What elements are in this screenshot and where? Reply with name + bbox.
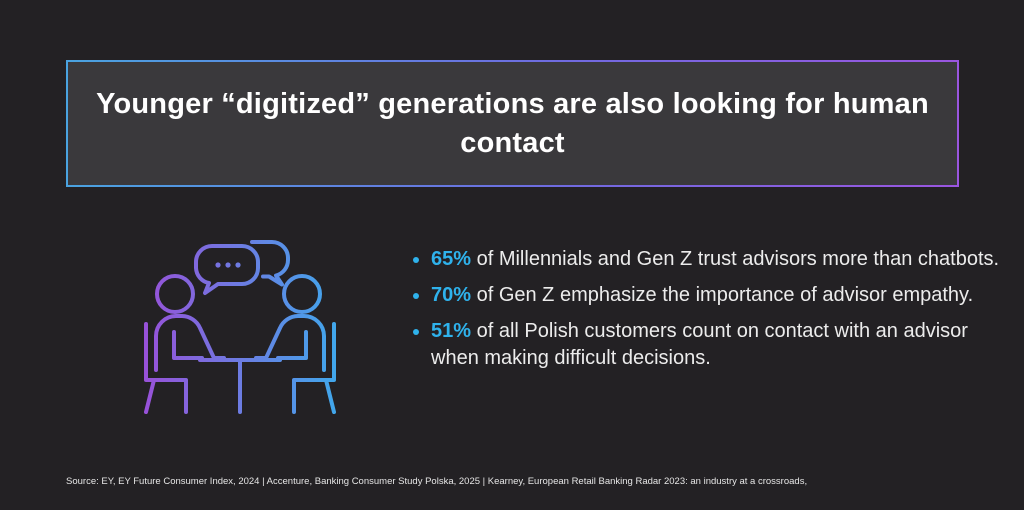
source-citation: Source: EY, EY Future Consumer Index, 20…	[66, 476, 808, 487]
bullet-dot-icon	[413, 293, 419, 299]
list-item: 70% of Gen Z emphasize the importance of…	[412, 282, 1012, 309]
stat-percent: 65%	[431, 248, 472, 270]
two-people-talking-at-table-icon	[140, 232, 340, 417]
bullet-dot-icon	[413, 257, 419, 263]
stat-text: of Millennials and Gen Z trust advisors …	[471, 248, 1000, 270]
title-box: Younger “digitized” generations are also…	[66, 60, 959, 187]
list-item: 51% of all Polish customers count on con…	[412, 318, 1012, 372]
stat-percent: 51%	[431, 320, 472, 342]
list-item: 65% of Millennials and Gen Z trust advis…	[412, 246, 1012, 273]
page-title: Younger “digitized” generations are also…	[96, 87, 929, 159]
stats-list: 65% of Millennials and Gen Z trust advis…	[412, 246, 1012, 381]
bullet-dot-icon	[413, 329, 419, 335]
stat-text: of all Polish customers count on contact…	[431, 320, 968, 369]
stat-percent: 70%	[431, 284, 472, 306]
stat-text: of Gen Z emphasize the importance of adv…	[471, 284, 974, 306]
